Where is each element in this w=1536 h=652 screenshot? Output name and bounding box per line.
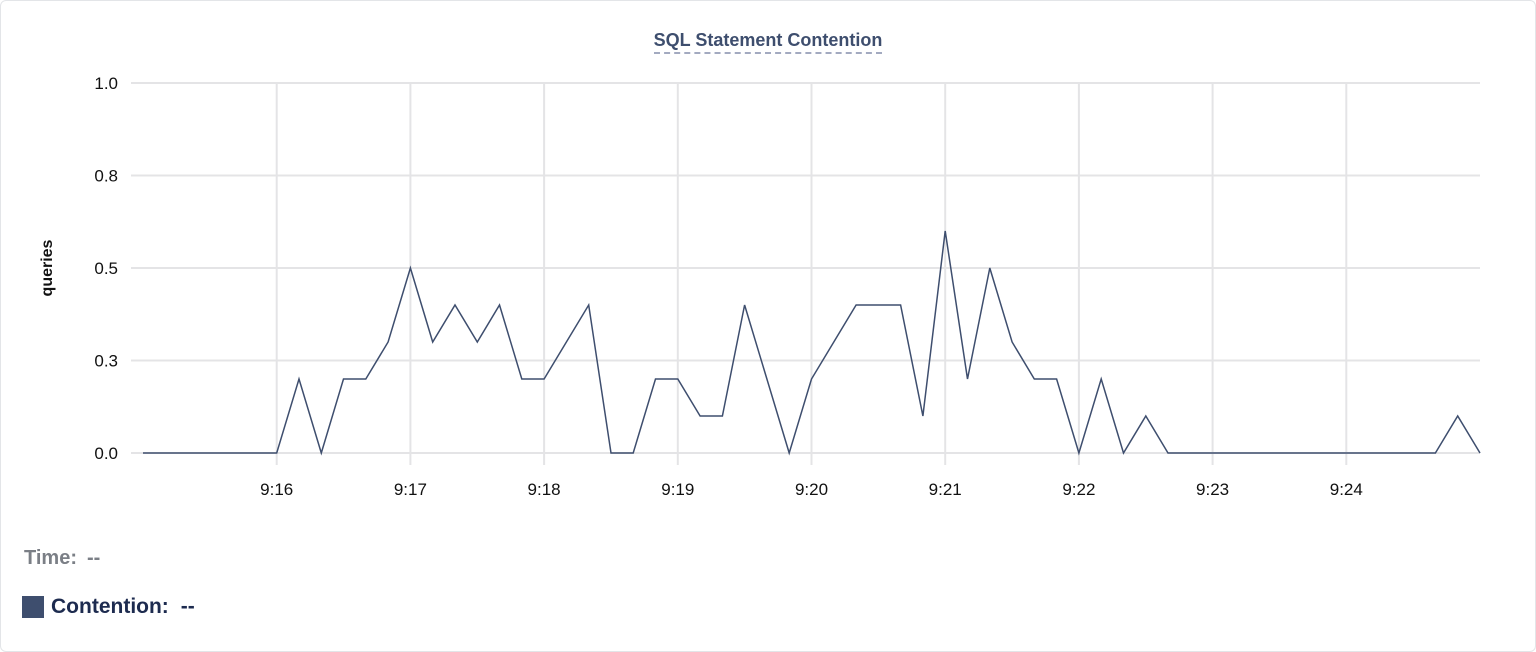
- x-tick-label: 9:17: [394, 480, 427, 499]
- y-tick-label: 0.0: [94, 444, 118, 463]
- y-tick-label: 0.3: [94, 352, 118, 371]
- x-tick-label: 9:21: [929, 480, 962, 499]
- chart-title-wrap: SQL Statement Contention: [0, 30, 1536, 54]
- chart-title[interactable]: SQL Statement Contention: [653, 30, 883, 54]
- y-axis-label: queries: [39, 239, 56, 296]
- legend-contention-label: Contention:: [51, 595, 169, 618]
- legend-time-value: --: [86, 547, 101, 569]
- x-tick-label: 9:19: [661, 480, 694, 499]
- legend-contention: Contention: --: [22, 595, 195, 619]
- x-tick-label: 9:24: [1330, 480, 1363, 499]
- legend-time: Time: --: [24, 547, 100, 570]
- legend-contention-value: --: [180, 595, 195, 618]
- x-tick-label: 9:22: [1062, 480, 1095, 499]
- series-line: [143, 230, 1481, 456]
- y-tick-label: 0.5: [94, 259, 118, 278]
- x-tick-label: 9:16: [260, 480, 293, 499]
- legend-time-label: Time:: [24, 547, 77, 569]
- x-tick-label: 9:18: [528, 480, 561, 499]
- y-tick-label: 0.8: [94, 167, 118, 186]
- x-tick-label: 9:20: [795, 480, 828, 499]
- y-tick-label: 1.0: [94, 74, 118, 93]
- legend-swatch: [22, 596, 44, 618]
- x-tick-label: 9:23: [1196, 480, 1229, 499]
